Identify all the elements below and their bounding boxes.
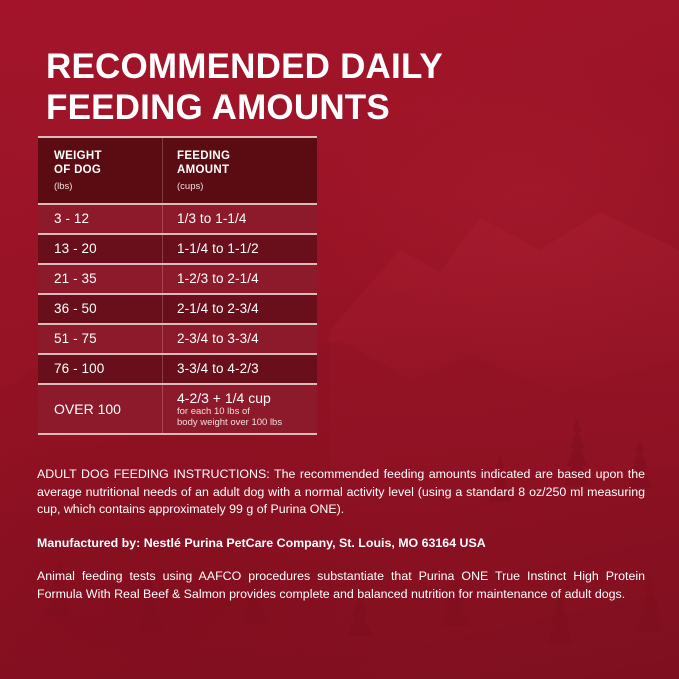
- row-amount-cell: 4-2/3 + 1/4 cup for each 10 lbs of body …: [162, 385, 317, 433]
- row-amount-value: 4-2/3 + 1/4 cup: [177, 389, 271, 406]
- row-weight-cell: 76 - 100: [38, 355, 162, 383]
- header-weight-line-2: OF DOG: [54, 163, 102, 176]
- table-row: 51 - 75 2-3/4 to 3-3/4: [38, 325, 317, 353]
- row-amount-cell: 1-1/4 to 1-1/2: [162, 235, 317, 263]
- table-rule-bottom: [38, 433, 317, 435]
- row-weight-cell: 51 - 75: [38, 325, 162, 353]
- header-amount-line-1: FEEDING: [177, 149, 231, 162]
- row-amount-value: 2-1/4 to 2-3/4: [177, 301, 259, 316]
- table-rule: [38, 323, 317, 325]
- table-header-row: WEIGHT OF DOG (lbs) FEEDING AMOUNT (cups…: [38, 138, 317, 203]
- row-weight-value: 36 - 50: [54, 301, 97, 316]
- row-amount-cell: 3-3/4 to 4-2/3: [162, 355, 317, 383]
- page-title-line-2: FEEDING AMOUNTS: [46, 88, 390, 127]
- table-row: 13 - 20 1-1/4 to 1-1/2: [38, 235, 317, 263]
- row-weight-value: 13 - 20: [54, 241, 97, 256]
- row-weight-value: 76 - 100: [54, 361, 105, 376]
- spacer: [37, 552, 645, 568]
- table-rule: [38, 203, 317, 205]
- table-row: 3 - 12 1/3 to 1-1/4: [38, 205, 317, 233]
- page-title: RECOMMENDED DAILY FEEDING AMOUNTS: [46, 46, 606, 128]
- table-row: 36 - 50 2-1/4 to 2-3/4: [38, 295, 317, 323]
- aafco-statement: Animal feeding tests using AAFCO procedu…: [37, 569, 645, 601]
- row-weight-cell: 3 - 12: [38, 205, 162, 233]
- table-rule: [38, 383, 317, 385]
- row-amount-value: 1/3 to 1-1/4: [177, 211, 247, 226]
- row-amount-cell: 1/3 to 1-1/4: [162, 205, 317, 233]
- body-copy: ADULT DOG FEEDING INSTRUCTIONS: The reco…: [37, 466, 645, 603]
- row-amount-cell: 2-1/4 to 2-3/4: [162, 295, 317, 323]
- table-rule: [38, 263, 317, 265]
- row-weight-value: 21 - 35: [54, 271, 97, 286]
- manufactured-by-line: Manufactured by: Nestlé Purina PetCare C…: [37, 535, 486, 550]
- row-weight-value: OVER 100: [54, 401, 121, 417]
- header-amount-line-2: AMOUNT: [177, 163, 230, 176]
- row-amount-value: 3-3/4 to 4-2/3: [177, 361, 259, 376]
- row-amount-note-line-2: body weight over 100 lbs: [177, 417, 283, 428]
- row-weight-cell: OVER 100: [38, 385, 162, 433]
- table-rule: [38, 293, 317, 295]
- row-amount-cell: 2-3/4 to 3-3/4: [162, 325, 317, 353]
- table-row-over-100: OVER 100 4-2/3 + 1/4 cup for each 10 lbs…: [38, 385, 317, 433]
- table-header-amount-cell: FEEDING AMOUNT (cups): [162, 138, 317, 203]
- header-amount-unit: (cups): [177, 180, 204, 192]
- table-rule: [38, 233, 317, 235]
- row-weight-cell: 13 - 20: [38, 235, 162, 263]
- row-amount-value: 2-3/4 to 3-3/4: [177, 331, 259, 346]
- row-weight-value: 51 - 75: [54, 331, 97, 346]
- spacer: [37, 519, 645, 535]
- table-rule: [38, 353, 317, 355]
- row-amount-value: 1-2/3 to 2-1/4: [177, 271, 259, 286]
- row-weight-cell: 21 - 35: [38, 265, 162, 293]
- header-weight-unit: (lbs): [54, 180, 73, 192]
- table-header-weight-cell: WEIGHT OF DOG (lbs): [38, 138, 162, 203]
- feeding-amounts-table: WEIGHT OF DOG (lbs) FEEDING AMOUNT (cups…: [38, 136, 317, 435]
- header-weight-line-1: WEIGHT: [54, 149, 102, 162]
- row-amount-cell: 1-2/3 to 2-1/4: [162, 265, 317, 293]
- row-amount-note-line-1: for each 10 lbs of: [177, 405, 250, 417]
- table-row: 76 - 100 3-3/4 to 4-2/3: [38, 355, 317, 383]
- page-title-line-1: RECOMMENDED DAILY: [46, 47, 443, 86]
- row-amount-value: 1-1/4 to 1-1/2: [177, 241, 259, 256]
- row-weight-value: 3 - 12: [54, 211, 90, 226]
- adult-dog-feeding-instructions: ADULT DOG FEEDING INSTRUCTIONS: The reco…: [37, 467, 645, 516]
- row-weight-cell: 36 - 50: [38, 295, 162, 323]
- table-row: 21 - 35 1-2/3 to 2-1/4: [38, 265, 317, 293]
- table-rule-top: [38, 136, 317, 138]
